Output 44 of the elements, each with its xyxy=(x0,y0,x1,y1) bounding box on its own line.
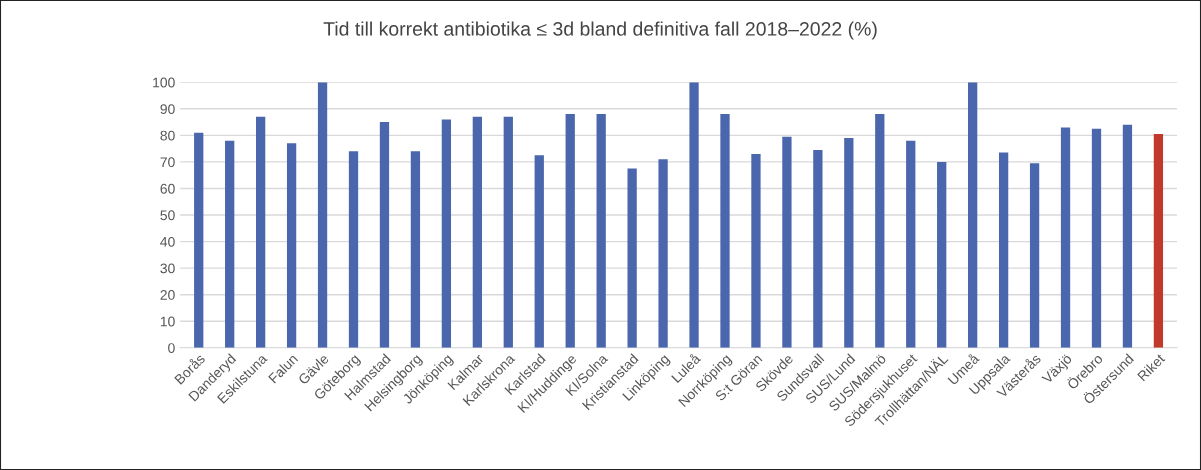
bar xyxy=(875,114,885,348)
bar xyxy=(534,155,544,348)
bar xyxy=(751,153,761,348)
y-tick-label: 50 xyxy=(160,210,175,221)
bar xyxy=(472,116,482,348)
bar xyxy=(286,143,297,348)
bar xyxy=(658,159,668,348)
bar xyxy=(1122,124,1133,348)
bar xyxy=(225,140,235,348)
bar xyxy=(256,116,266,348)
bar xyxy=(1060,127,1071,348)
bar xyxy=(348,151,359,348)
y-tick-label: 90 xyxy=(160,104,175,114)
y-tick-label: 70 xyxy=(160,157,175,168)
bar xyxy=(813,149,823,348)
bar xyxy=(720,114,730,348)
bar xyxy=(844,138,854,348)
bar xyxy=(1029,163,1040,348)
y-tick-label: 0 xyxy=(168,343,175,353)
y-tick-label: 10 xyxy=(160,316,175,327)
bar xyxy=(627,168,637,348)
bar xyxy=(503,116,513,348)
bar xyxy=(317,82,328,348)
chart-title: Tid till korrekt antibiotika ≤ 3d bland definitiva fall 2018–2022 (%) xyxy=(323,21,877,40)
bar xyxy=(906,140,916,348)
bar xyxy=(379,122,390,348)
bar xyxy=(194,132,204,348)
bar xyxy=(782,136,792,348)
bar xyxy=(441,119,452,348)
y-tick-label: 30 xyxy=(160,263,175,274)
y-tick-label: 60 xyxy=(160,183,175,194)
bar xyxy=(998,152,1009,348)
bar xyxy=(410,151,421,348)
y-tick-label: 20 xyxy=(160,290,175,300)
y-tick-label: 100 xyxy=(153,77,175,88)
y-tick-label: 40 xyxy=(160,236,175,247)
bar xyxy=(689,82,699,348)
y-tick-label: 80 xyxy=(160,130,175,141)
bar xyxy=(1153,134,1164,348)
bar xyxy=(968,82,978,348)
bar xyxy=(937,161,947,348)
bar xyxy=(596,114,606,348)
bar xyxy=(565,114,575,348)
bar xyxy=(1091,128,1102,348)
